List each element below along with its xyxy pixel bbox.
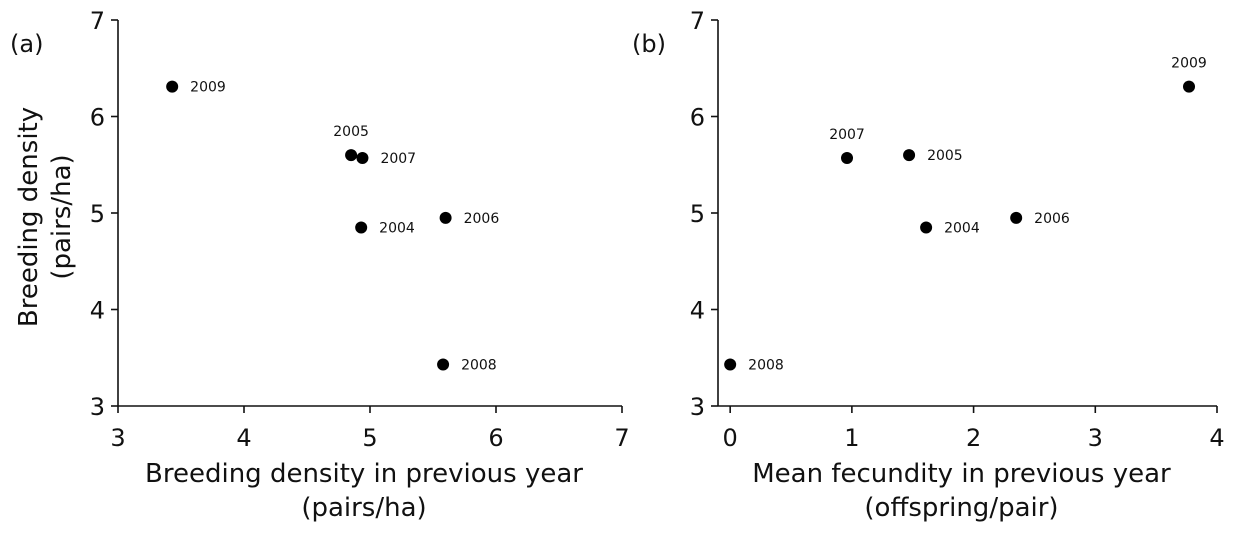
- x-tick-label: 1: [844, 424, 859, 452]
- point-label: 2005: [333, 124, 369, 140]
- panel-b: 0 1 2 3 4 3 4 5 6 7 (b) Mean fecundity in previous …: [632, 7, 1225, 523]
- y-tick-label: 4: [690, 297, 705, 325]
- point-label: 2009: [1171, 56, 1207, 72]
- x-tick-label: 6: [488, 424, 503, 452]
- data-point: [841, 151, 854, 164]
- y-tick-label: 3: [690, 393, 705, 421]
- x-tick-label: 7: [614, 424, 629, 452]
- y-tick-label: 5: [90, 200, 105, 228]
- data-point: [1183, 80, 1196, 93]
- point-label: 2004: [944, 220, 980, 236]
- point-label: 2006: [464, 211, 500, 227]
- data-point: [355, 221, 368, 234]
- data-point: [437, 358, 450, 371]
- y-tick-label: 7: [690, 7, 705, 35]
- point-label: 2008: [461, 358, 497, 374]
- x-axis-unit: (offspring/pair): [864, 493, 1058, 523]
- panel-label: (a): [10, 30, 43, 58]
- data-point: [439, 211, 452, 224]
- panel-label: (b): [632, 30, 666, 58]
- x-tick-label: 4: [1209, 424, 1224, 452]
- x-tick-label: 5: [362, 424, 377, 452]
- x-tick-label: 2: [966, 424, 981, 452]
- data-point: [724, 358, 737, 371]
- x-tick-label: 0: [723, 424, 738, 452]
- y-axis-unit: (pairs/ha): [47, 154, 77, 279]
- y-axis-title: Breeding density: [14, 107, 44, 327]
- point-label: 2009: [190, 80, 226, 96]
- data-point: [345, 149, 358, 162]
- point-label: 2008: [748, 358, 784, 374]
- y-tick-label: 3: [90, 393, 105, 421]
- data-point: [166, 80, 179, 93]
- x-axis-title: Breeding density in previous year: [145, 459, 583, 489]
- x-axis-unit: (pairs/ha): [301, 493, 426, 523]
- x-axis-title: Mean fecundity in previous year: [752, 459, 1171, 489]
- point-label: 2005: [927, 148, 963, 164]
- panel-a: 3 4 5 6 7 3 4 5 6 7 (a) Breeding density in previou…: [10, 7, 630, 523]
- x-tick-label: 4: [236, 424, 251, 452]
- x-tick-label: 3: [1088, 424, 1103, 452]
- point-label: 2006: [1034, 211, 1070, 227]
- y-tick-label: 5: [690, 200, 705, 228]
- data-point: [1010, 211, 1023, 224]
- y-tick-label: 6: [90, 104, 105, 132]
- x-tick-label: 3: [110, 424, 125, 452]
- data-point: [920, 221, 933, 234]
- y-tick-label: 4: [90, 297, 105, 325]
- data-point: [356, 151, 369, 164]
- point-label: 2004: [379, 220, 415, 236]
- point-label: 2007: [829, 127, 865, 143]
- y-tick-label: 7: [90, 7, 105, 35]
- point-label: 2007: [380, 151, 416, 167]
- y-tick-label: 6: [690, 104, 705, 132]
- data-point: [903, 149, 916, 162]
